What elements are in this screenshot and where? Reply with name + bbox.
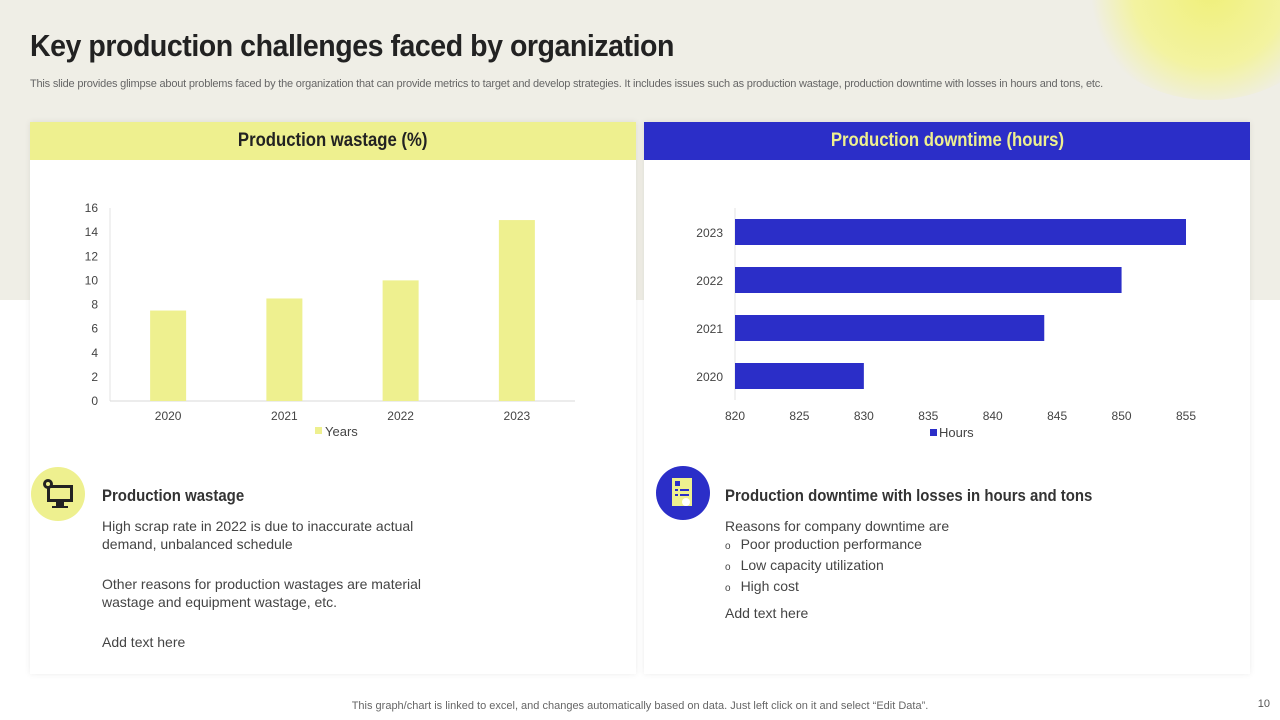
page-number: 10 (1257, 698, 1270, 710)
x-tick-label: 2023 (504, 409, 531, 423)
y-tick-label: 2021 (696, 322, 723, 336)
x-tick-label: 825 (789, 409, 809, 423)
bar-2022 (382, 280, 419, 401)
bullet-text: Poor production performance (740, 536, 922, 552)
y-tick-label: 2022 (696, 274, 723, 288)
footer-note: This graph/chart is linked to excel, and… (351, 700, 929, 712)
bar-2022 (735, 267, 1122, 293)
y-tick-label: 14 (85, 225, 99, 239)
document-certificate-icon (656, 466, 710, 520)
bullet-item: o High cost (725, 578, 799, 594)
bar-2023 (498, 220, 535, 401)
x-tick-label: 850 (1112, 409, 1132, 423)
wastage-heading: Production wastage (102, 486, 245, 505)
legend-swatch (930, 429, 937, 436)
y-tick-label: 2023 (696, 226, 723, 240)
y-tick-label: 6 (91, 322, 98, 336)
legend-label: Hours (939, 425, 974, 440)
bar-2021 (735, 315, 1045, 341)
y-tick-label: 8 (91, 298, 98, 312)
x-tick-label: 2021 (271, 409, 298, 423)
bullet-item: o Low capacity utilization (725, 557, 884, 573)
x-tick-label: 840 (983, 409, 1003, 423)
y-tick-label: 4 (91, 346, 98, 360)
wastage-header: Production wastage (%) (30, 122, 636, 160)
wastage-para-1: High scrap rate in 2022 is due to inaccu… (102, 518, 414, 552)
wastage-para-2: Other reasons for production wastages ar… (102, 576, 422, 610)
bullet-item: o Poor production performance (725, 536, 922, 552)
x-tick-label: 2022 (387, 409, 414, 423)
bar-2020 (735, 363, 864, 389)
y-tick-label: 12 (85, 249, 99, 263)
downtime-heading: Production downtime with losses in hours… (725, 486, 1093, 505)
x-tick-label: 2020 (155, 409, 182, 423)
y-tick-label: 0 (91, 394, 98, 408)
bar-2021 (266, 298, 303, 401)
downtime-header-text: Production downtime (hours) (830, 130, 1064, 151)
bar-2023 (735, 219, 1186, 245)
legend-swatch (315, 427, 322, 434)
downtime-panel: Production downtime (hours) (644, 122, 1250, 674)
y-tick-label: 2 (91, 370, 98, 384)
wastage-header-text: Production wastage (%) (238, 130, 428, 151)
y-tick-label: 10 (85, 273, 99, 287)
x-tick-label: 820 (725, 409, 745, 423)
downtime-bullets: o Poor production performance o Low capaci… (725, 535, 922, 598)
wastage-panel: Production wastage (%) (30, 122, 636, 674)
downtime-header: Production downtime (hours) (644, 122, 1250, 160)
bullet-text: Low capacity utilization (740, 557, 884, 573)
x-tick-label: 835 (918, 409, 938, 423)
x-tick-label: 855 (1176, 409, 1196, 423)
x-tick-label: 845 (1047, 409, 1067, 423)
wastage-para-3: Add text here (102, 634, 186, 650)
legend-label: Years (325, 424, 358, 439)
page-title: Key production challenges faced by organ… (30, 28, 674, 63)
page-subtitle: This slide provides glimpse about proble… (30, 78, 1103, 90)
computer-gear-icon (31, 467, 85, 521)
x-tick-label: 830 (854, 409, 874, 423)
downtime-intro: Reasons for company downtime are (725, 518, 950, 534)
downtime-para: Add text here (725, 605, 809, 621)
bar-2020 (150, 310, 187, 401)
bullet-text: High cost (740, 578, 799, 594)
y-tick-label: 2020 (696, 370, 723, 384)
y-tick-label: 16 (85, 201, 99, 215)
